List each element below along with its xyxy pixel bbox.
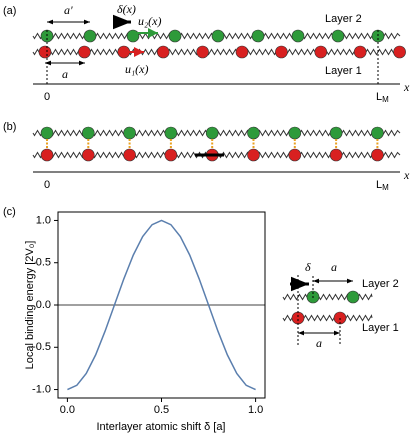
atom xyxy=(393,45,406,59)
atom xyxy=(123,148,136,162)
atom xyxy=(82,126,95,140)
x-tick-label: 0.5 xyxy=(154,404,169,416)
atom xyxy=(164,126,178,140)
end-main: L xyxy=(376,179,382,191)
axis-label: x xyxy=(403,168,410,182)
end-label: LM xyxy=(376,91,389,104)
layer-label: Layer 2 xyxy=(325,13,362,25)
atom xyxy=(168,29,182,43)
y-tick-label: 0.0 xyxy=(36,299,51,311)
atom xyxy=(156,45,170,59)
atom xyxy=(247,148,260,162)
y-axis-title: Local binding energy [2V₀] xyxy=(24,241,36,370)
atom xyxy=(164,148,178,162)
atom xyxy=(291,311,305,325)
atom xyxy=(288,148,302,162)
panel-label: (a) xyxy=(3,5,16,17)
atom xyxy=(288,126,302,140)
label-a: a xyxy=(62,67,68,81)
y-tick-label: 1.0 xyxy=(36,214,51,226)
atom xyxy=(196,45,209,59)
y-tick-label: 0.5 xyxy=(36,257,51,269)
axis-label: x xyxy=(403,80,410,94)
atom xyxy=(329,148,343,162)
atom xyxy=(331,29,345,43)
atom xyxy=(247,126,260,140)
atom xyxy=(126,29,140,43)
layer-label: Layer 1 xyxy=(362,322,399,334)
panel-label: (b) xyxy=(3,121,16,133)
data-line xyxy=(67,219,256,391)
y-tick-label: -0.5 xyxy=(32,341,51,353)
atom xyxy=(314,45,328,59)
end-sub: M xyxy=(382,183,389,192)
atom xyxy=(371,126,384,140)
atom xyxy=(78,45,91,59)
inset-a: a xyxy=(316,336,322,350)
label-u2: u₂(x) xyxy=(138,14,162,28)
atom xyxy=(371,148,384,162)
label-delta: δ(x) xyxy=(117,2,136,16)
end-sub: M xyxy=(382,95,389,104)
x-axis-title: Interlayer atomic shift δ [a] xyxy=(96,421,225,433)
origin-label: 0 xyxy=(44,91,50,103)
atom xyxy=(346,290,360,304)
atom xyxy=(82,148,95,162)
atom xyxy=(353,45,367,59)
atom xyxy=(235,45,249,59)
y-tick-label: -1.0 xyxy=(32,383,51,395)
atom xyxy=(40,148,54,162)
atom xyxy=(251,29,265,43)
inset-a: a xyxy=(331,260,337,274)
end-label: LM xyxy=(376,179,389,192)
atom xyxy=(123,126,136,140)
inset-delta: δ xyxy=(305,260,311,274)
panel-label: (c) xyxy=(3,206,16,218)
layer-label: Layer 2 xyxy=(362,278,399,290)
spring xyxy=(32,48,401,56)
end-main: L xyxy=(376,91,382,103)
origin-label: 0 xyxy=(44,179,50,191)
atom xyxy=(291,29,305,43)
layer-label: Layer 1 xyxy=(325,65,362,77)
label-a-prime: a' xyxy=(64,3,73,17)
x-tick-label: 1.0 xyxy=(248,404,263,416)
label-u1: u₁(x) xyxy=(125,62,149,76)
atom xyxy=(205,126,219,140)
atom xyxy=(40,126,54,140)
atom xyxy=(329,126,343,140)
atom xyxy=(83,29,97,43)
atom xyxy=(211,29,225,43)
x-tick-label: 0.0 xyxy=(60,404,75,416)
atom xyxy=(275,45,288,59)
atom xyxy=(38,45,52,59)
